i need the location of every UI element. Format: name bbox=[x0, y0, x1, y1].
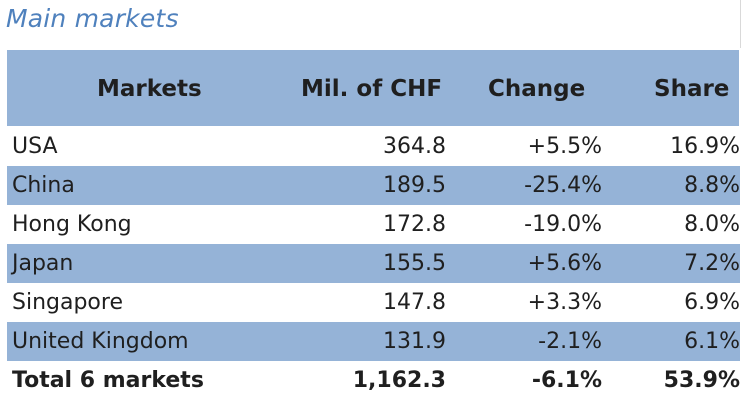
header-markets: Markets bbox=[97, 76, 202, 102]
market-name-cell: Japan bbox=[12, 251, 74, 276]
value-cell: 172.8 bbox=[383, 212, 446, 237]
share-cell: 53.9% bbox=[663, 368, 740, 393]
table-row: USA 364.8 +5.5% 16.9% bbox=[7, 127, 740, 166]
value-cell: 364.8 bbox=[383, 134, 446, 159]
market-name-cell: Total 6 markets bbox=[12, 368, 204, 393]
table-total-row: Total 6 markets 1,162.3 -6.1% 53.9% bbox=[7, 361, 740, 400]
share-cell: 16.9% bbox=[670, 134, 740, 159]
market-name-cell: Singapore bbox=[12, 290, 123, 315]
change-cell: -25.4% bbox=[524, 173, 602, 198]
market-name-cell: China bbox=[12, 173, 75, 198]
table-row: Singapore 147.8 +3.3% 6.9% bbox=[7, 283, 740, 322]
value-cell: 155.5 bbox=[383, 251, 446, 276]
table-title: Main markets bbox=[6, 4, 179, 33]
header-share: Share bbox=[654, 76, 730, 102]
change-cell: +3.3% bbox=[527, 290, 602, 315]
market-name-cell: Hong Kong bbox=[12, 212, 132, 237]
market-name-cell: United Kingdom bbox=[12, 329, 189, 354]
share-cell: 6.1% bbox=[684, 329, 740, 354]
table-row: Japan 155.5 +5.6% 7.2% bbox=[7, 244, 740, 283]
header-mil-chf: Mil. of CHF bbox=[301, 76, 443, 102]
change-cell: -6.1% bbox=[531, 368, 602, 393]
share-cell: 8.0% bbox=[684, 212, 740, 237]
share-cell: 6.9% bbox=[684, 290, 740, 315]
change-cell: +5.6% bbox=[527, 251, 602, 276]
table-row: China 189.5 -25.4% 8.8% bbox=[7, 166, 740, 205]
sheet-gridline bbox=[740, 0, 741, 48]
share-cell: 7.2% bbox=[684, 251, 740, 276]
value-cell: 131.9 bbox=[383, 329, 446, 354]
table-header-row: Markets Mil. of CHF Change Share bbox=[7, 50, 740, 126]
market-name-cell: USA bbox=[12, 134, 58, 159]
value-cell: 1,162.3 bbox=[352, 368, 446, 393]
change-cell: -2.1% bbox=[538, 329, 602, 354]
table-row: United Kingdom 131.9 -2.1% 6.1% bbox=[7, 322, 740, 361]
change-cell: -19.0% bbox=[524, 212, 602, 237]
change-cell: +5.5% bbox=[527, 134, 602, 159]
share-cell: 8.8% bbox=[684, 173, 740, 198]
value-cell: 147.8 bbox=[383, 290, 446, 315]
header-edge bbox=[739, 50, 741, 126]
value-cell: 189.5 bbox=[383, 173, 446, 198]
table-row: Hong Kong 172.8 -19.0% 8.0% bbox=[7, 205, 740, 244]
header-change: Change bbox=[488, 76, 586, 102]
